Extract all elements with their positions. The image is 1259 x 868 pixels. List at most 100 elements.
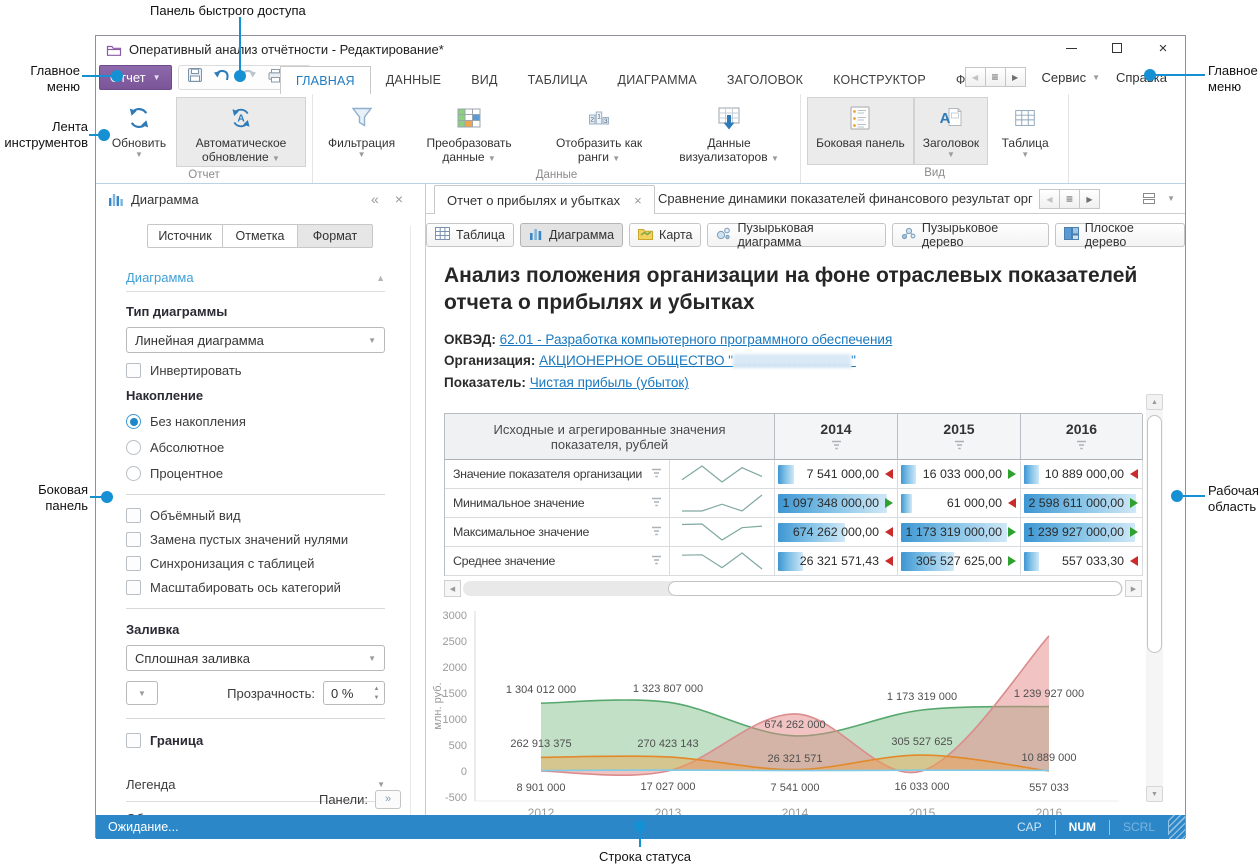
view-button-2[interactable]: Карта — [629, 223, 701, 247]
tab-list-icon[interactable]: ≡ — [985, 67, 1006, 87]
table-col-header-2015[interactable]: 2015 — [898, 414, 1021, 460]
table-col-header-2016[interactable]: 2016 — [1021, 414, 1143, 460]
close-button[interactable]: × — [1155, 40, 1171, 56]
scroll-right-icon[interactable]: ▶ — [1079, 189, 1100, 209]
refresh-button[interactable]: Обновить ▼ — [102, 97, 176, 167]
checkbox-label: Синхронизация с таблицей — [150, 556, 314, 571]
filter-icon[interactable] — [831, 439, 842, 453]
svg-text:2000: 2000 — [443, 662, 467, 674]
okved-link[interactable]: 62.01 - Разработка компьютерного програм… — [500, 332, 893, 347]
view-button-5[interactable]: Плоское дерево — [1055, 223, 1185, 247]
table-row-label[interactable]: Значение показателя организации — [445, 460, 670, 489]
visualizer-data-button[interactable]: Данные визуализаторов ▼ — [664, 97, 794, 167]
filter-icon[interactable] — [1076, 439, 1087, 453]
radio-absolute[interactable]: Абсолютное — [126, 440, 385, 455]
menu-tab-1[interactable]: ДАННЫЕ — [371, 66, 456, 94]
minimize-button[interactable] — [1063, 40, 1079, 56]
view-button-3[interactable]: Пузырьковая диаграмма — [707, 223, 885, 247]
tab-source[interactable]: Источник — [147, 224, 223, 248]
tab-mark[interactable]: Отметка — [222, 224, 298, 248]
layout-switch-icon[interactable] — [1143, 191, 1155, 206]
table-horizontal-scrollbar[interactable]: ◀ ▶ — [444, 580, 1142, 597]
scrollbar-thumb[interactable] — [668, 581, 1122, 596]
view-button-0[interactable]: Таблица — [426, 223, 514, 247]
doc-tab-comparison[interactable]: Сравнение динамики показателей финансово… — [658, 184, 1033, 214]
table-row-label[interactable]: Среднее значение — [445, 547, 670, 576]
filter-icon[interactable] — [651, 554, 662, 568]
filter-button[interactable]: Фильтрация ▼ — [319, 97, 404, 167]
service-menu[interactable]: Сервис ▼ — [1042, 70, 1100, 85]
sync-table-checkbox[interactable]: Синхронизация с таблицей — [126, 556, 385, 571]
menu-tab-4[interactable]: ДИАГРАММА — [603, 66, 712, 94]
scroll-left-icon[interactable]: ◀ — [965, 67, 986, 87]
section-chart[interactable]: Диаграмма ▲ — [126, 262, 385, 292]
table-col-header-2014[interactable]: 2014 — [775, 414, 898, 460]
view-button-1[interactable]: Диаграмма — [520, 223, 623, 247]
undo-button[interactable] — [213, 68, 230, 88]
side-panel-toggle-button[interactable]: Боковая панель — [807, 97, 914, 165]
panels-expand-button[interactable]: » — [375, 790, 401, 809]
close-tab-icon[interactable]: × — [634, 193, 642, 208]
maximize-button[interactable] — [1109, 40, 1125, 56]
filter-icon[interactable] — [651, 496, 662, 510]
chevron-down-icon: ▼ — [771, 154, 779, 163]
filter-icon[interactable] — [954, 439, 965, 453]
scroll-left-icon[interactable]: ◀ — [1039, 189, 1060, 209]
volume-view-checkbox[interactable]: Объёмный вид — [126, 508, 385, 523]
show-as-ranks-button[interactable]: 213 Отобразить как ранги ▼ — [534, 97, 664, 167]
doc-tab-profit-loss[interactable]: Отчет о прибылях и убытках × — [434, 185, 655, 214]
fill-color-dropdown[interactable]: ▼ — [126, 681, 158, 705]
invert-checkbox[interactable]: Инвертировать — [126, 363, 385, 378]
workspace-vertical-scrollbar[interactable]: ▲ ▼ — [1146, 394, 1163, 802]
chart-type-select[interactable]: Линейная диаграмма ▼ — [126, 327, 385, 353]
filter-icon[interactable] — [651, 467, 662, 481]
scale-axis-checkbox[interactable]: Масштабировать ось категорий — [126, 580, 385, 595]
fill-select[interactable]: Сплошная заливка ▼ — [126, 645, 385, 671]
scroll-right-icon[interactable]: ▶ — [1005, 67, 1026, 87]
transform-data-button[interactable]: Преобразовать данные ▼ — [404, 97, 534, 167]
auto-refresh-button[interactable]: A Автоматическое обновление ▼ — [176, 97, 306, 167]
close-panel-icon[interactable]: × — [391, 191, 407, 207]
tab-scroll-buttons[interactable]: ◀ ≡ ▶ — [966, 67, 1026, 87]
value-cell: 1 173 319 000,00 — [898, 518, 1021, 547]
view-button-4[interactable]: Пузырьковое дерево — [892, 223, 1049, 247]
transparency-spinner[interactable]: 0 % ▲▼ — [323, 681, 385, 705]
tab-list-icon[interactable]: ≡ — [1059, 189, 1080, 209]
menu-tab-6[interactable]: КОНСТРУКТОР — [818, 66, 941, 94]
collapse-panel-icon[interactable]: « — [367, 191, 383, 207]
indicator-link[interactable]: Чистая прибыль (убыток) — [530, 375, 689, 390]
checkbox-icon — [126, 556, 141, 571]
replace-empty-checkbox[interactable]: Замена пустых значений нулями — [126, 532, 385, 547]
doc-tab-scroll-buttons[interactable]: ◀ ≡ ▶ — [1040, 189, 1100, 209]
spinner-arrows-icon[interactable]: ▲▼ — [369, 686, 384, 701]
border-checkbox[interactable]: Граница — [126, 733, 385, 748]
menu-tab-3[interactable]: ТАБЛИЦА — [513, 66, 603, 94]
menu-tab-2[interactable]: ВИД — [456, 66, 512, 94]
scrollbar-thumb[interactable] — [1147, 415, 1162, 653]
chevron-down-icon[interactable]: ▼ — [1167, 194, 1175, 203]
scroll-right-icon[interactable]: ▶ — [1125, 580, 1142, 597]
scroll-left-icon[interactable]: ◀ — [444, 580, 461, 597]
help-menu[interactable]: Справка — [1116, 70, 1167, 85]
table-row-label[interactable]: Максимальное значение — [445, 518, 670, 547]
radio-label: Без накопления — [150, 414, 246, 429]
organization-link[interactable]: АКЦИОНЕРНОЕ ОБЩЕСТВО "" — [539, 353, 856, 368]
save-button[interactable] — [187, 67, 203, 88]
scrollbar-track[interactable] — [463, 581, 1123, 596]
radio-percent[interactable]: Процентное — [126, 466, 385, 481]
menu-tab-0[interactable]: ГЛАВНАЯ — [280, 66, 371, 94]
collapse-icon: ▲ — [376, 273, 385, 283]
scroll-down-icon[interactable]: ▼ — [1146, 786, 1163, 802]
table-row-label[interactable]: Минимальное значение — [445, 489, 670, 518]
filter-icon[interactable] — [651, 525, 662, 539]
resize-grip-icon[interactable] — [1169, 815, 1185, 839]
annotation-quick-access: Панель быстрого доступа — [150, 3, 340, 19]
tab-format[interactable]: Формат — [297, 224, 373, 248]
menu-tab-5[interactable]: ЗАГОЛОВОК — [712, 66, 818, 94]
svg-text:-500: -500 — [445, 792, 467, 804]
scroll-up-icon[interactable]: ▲ — [1146, 394, 1163, 410]
table-toggle-button[interactable]: Таблица ▼ — [988, 97, 1062, 165]
report-menu-button[interactable]: Отчет ▼ — [99, 65, 172, 90]
radio-no-accumulation[interactable]: Без накопления — [126, 414, 385, 429]
header-toggle-button[interactable]: A Заголовок ▼ — [914, 97, 988, 165]
